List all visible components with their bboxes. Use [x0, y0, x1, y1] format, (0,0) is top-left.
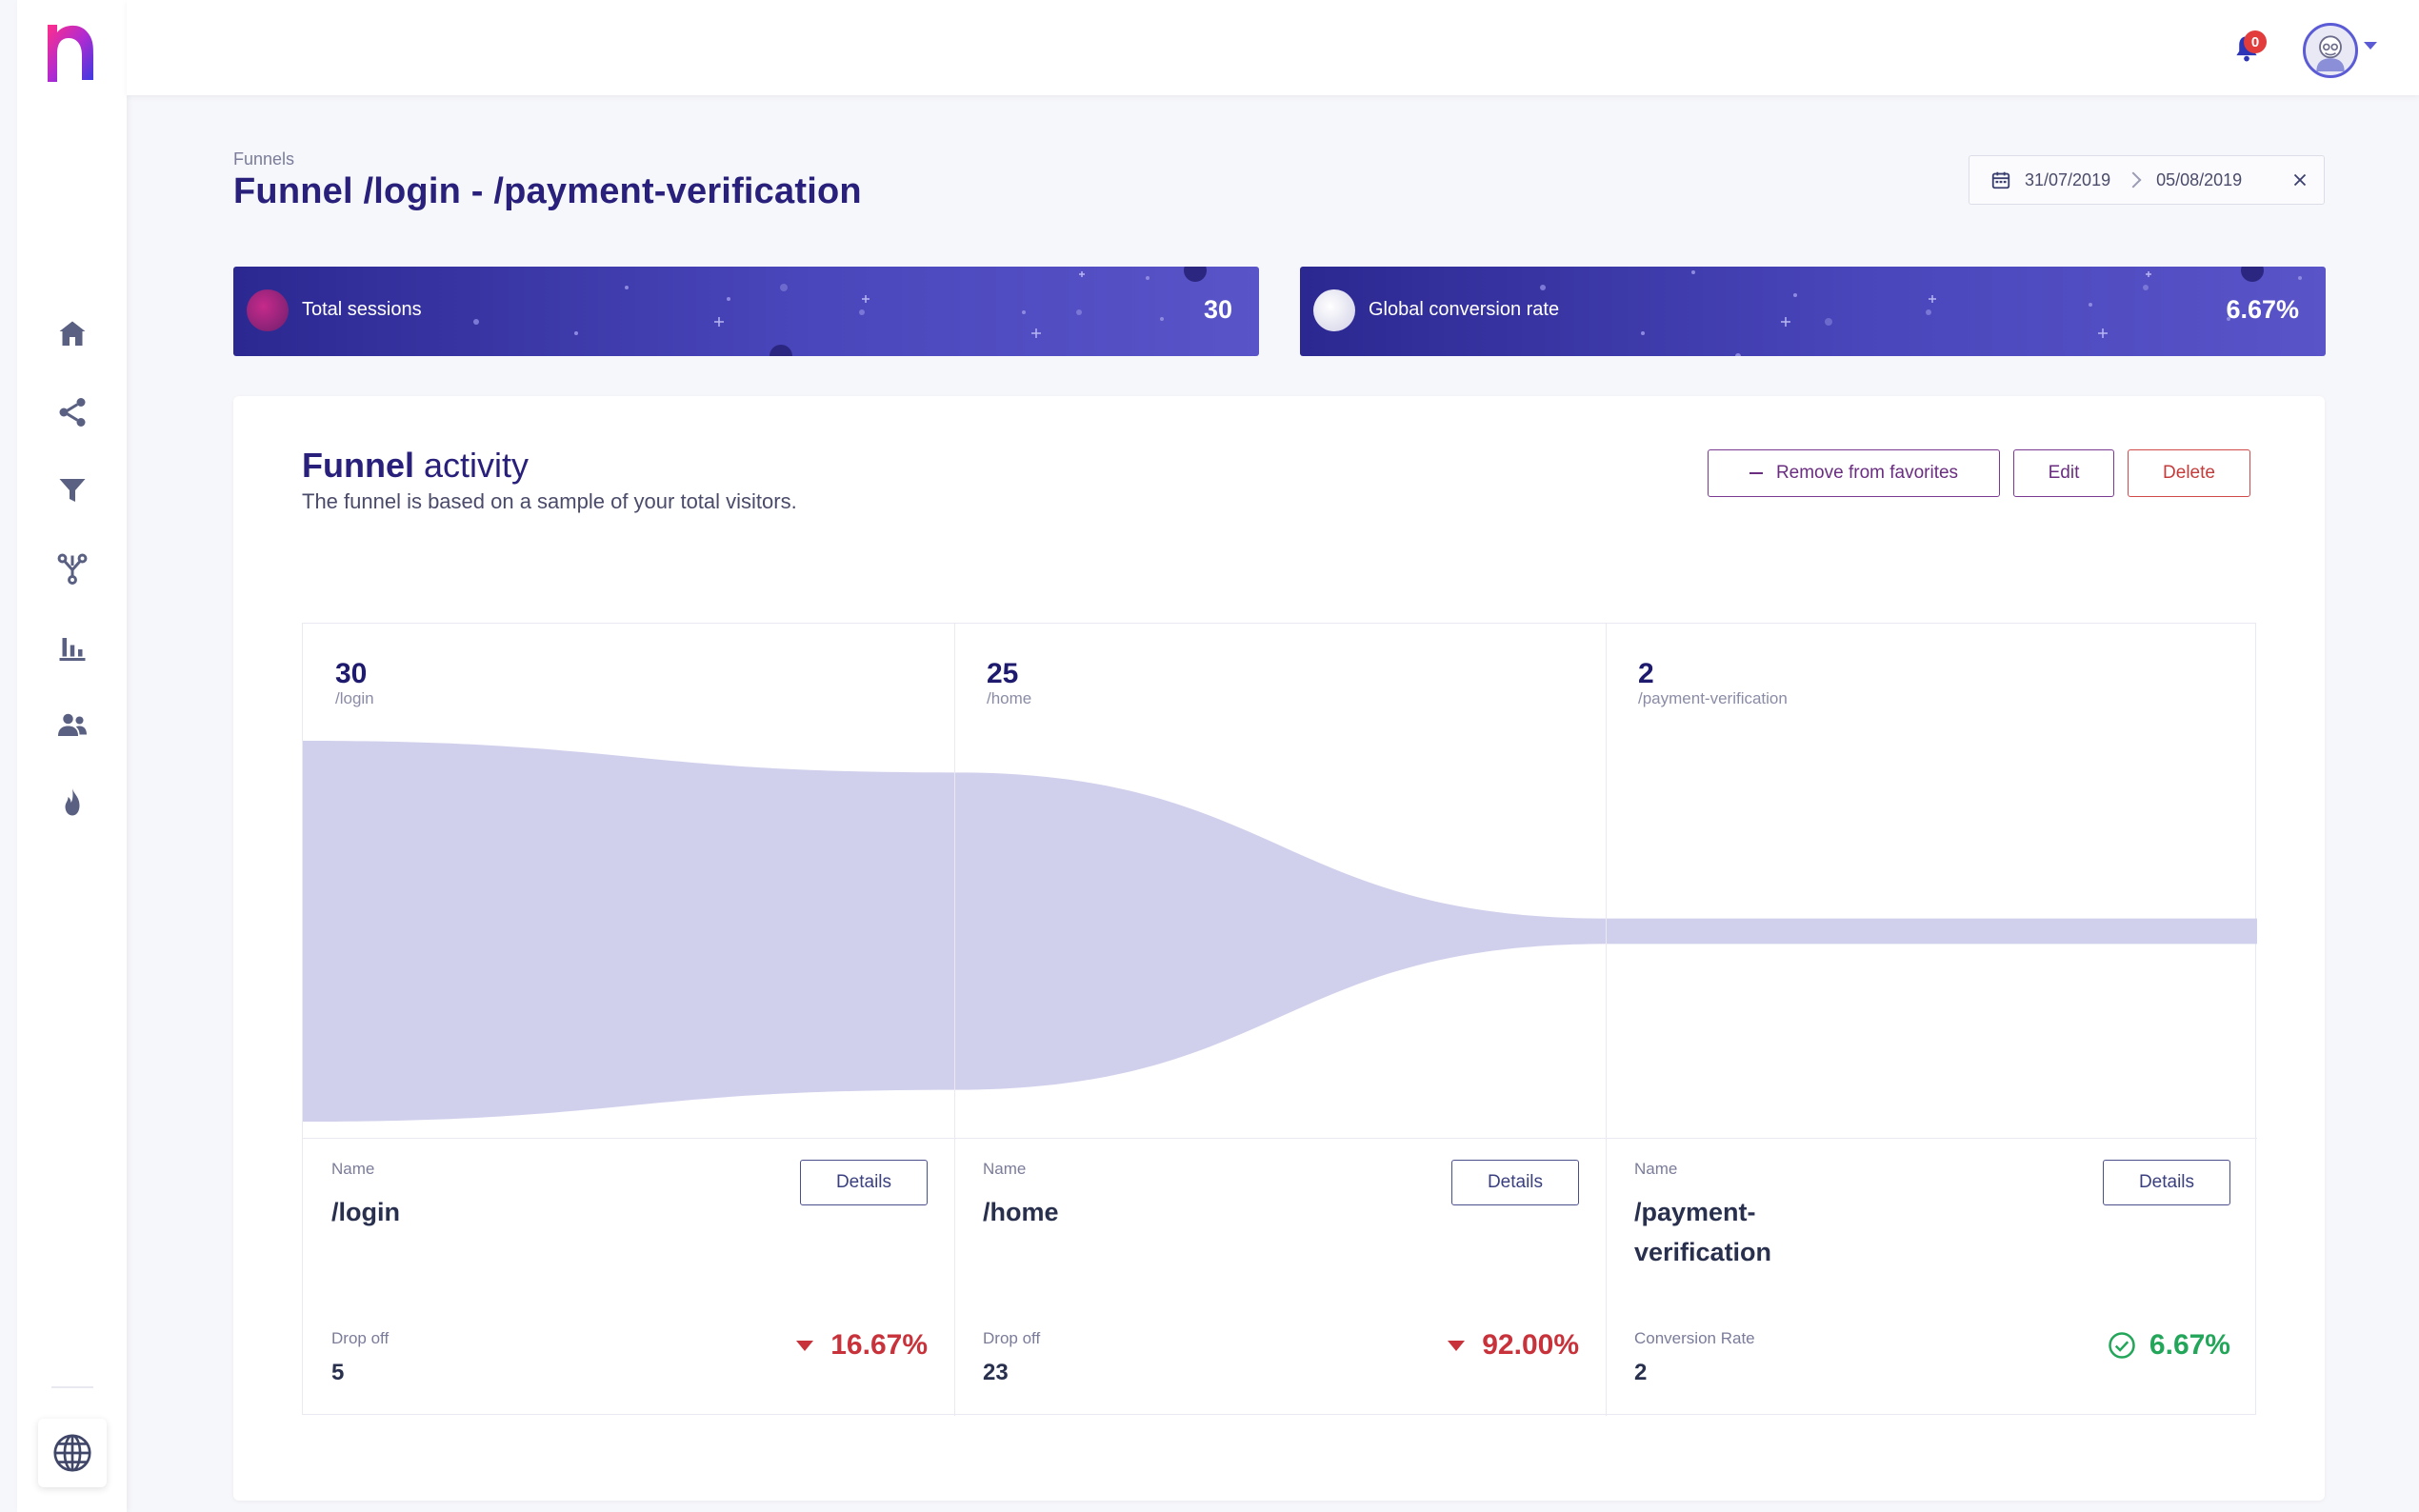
funnel-segment-login [303, 741, 954, 1122]
delete-button[interactable]: Delete [2128, 449, 2250, 497]
stat-value: 30 [1203, 295, 1232, 324]
date-range-picker[interactable]: 31/07/2019 05/08/2019 [1969, 155, 2325, 205]
step-count: 2 [1638, 658, 1654, 689]
conversion-percent: 6.67% [2108, 1329, 2230, 1362]
minus-icon [1749, 472, 1763, 474]
bar-chart-icon [59, 638, 86, 661]
funnel-segment-payment-verification [1606, 918, 2257, 945]
name-label: Name [331, 1160, 375, 1178]
sidebar-item-home[interactable] [50, 312, 94, 356]
language-button[interactable] [38, 1419, 107, 1487]
name-label: Name [983, 1160, 1027, 1178]
percent-value: 92.00% [1482, 1329, 1579, 1361]
notification-badge: 0 [2244, 30, 2267, 53]
funnel-flow-svg [303, 741, 2257, 1122]
edit-button[interactable]: Edit [2013, 449, 2114, 497]
step-path: /payment-verification [1638, 689, 1788, 707]
percent-value: 16.67% [830, 1329, 928, 1361]
breadcrumb[interactable]: Funnels [233, 149, 295, 169]
sidebar-item-users[interactable] [50, 703, 94, 746]
user-menu-caret-icon[interactable] [2364, 42, 2377, 50]
funnel-step-header: 30 /login [335, 658, 374, 707]
step-path: /login [335, 689, 374, 707]
conversion-value: 2 [1634, 1360, 1648, 1385]
drop-off-label: Drop off [983, 1329, 1041, 1347]
stat-label: Global conversion rate [1369, 299, 1560, 320]
funnel-segment-home [954, 772, 1606, 1090]
drop-off-label: Drop off [331, 1329, 390, 1347]
filter-icon [59, 479, 86, 502]
calendar-icon [1991, 171, 2010, 189]
panel-title-light: activity [424, 446, 530, 485]
details-button[interactable]: Details [2103, 1160, 2230, 1205]
avatar-face-icon [2316, 35, 2345, 71]
date-start[interactable]: 31/07/2019 [2025, 169, 2111, 189]
date-arrow-icon [2125, 171, 2142, 189]
drop-off-percent: 92.00% [1448, 1329, 1579, 1362]
branch-icon [57, 553, 88, 585]
stat-card-global-conversion: Global conversion rate 6.67% [1300, 267, 2326, 356]
globe-icon [53, 1434, 91, 1472]
remove-from-favorites-button[interactable]: Remove from favorites [1708, 449, 2000, 497]
app-logo[interactable] [44, 21, 101, 86]
stat-value: 6.67% [2226, 295, 2299, 324]
funnel-activity-panel: Funnel activity The funnel is based on a… [233, 396, 2325, 1501]
sidebar-item-heatmaps[interactable] [50, 781, 94, 825]
sidebar-item-flows[interactable] [50, 547, 94, 590]
drop-off-value: 23 [983, 1360, 1009, 1385]
step-count: 30 [335, 658, 368, 689]
home-icon [59, 321, 86, 346]
column-divider [1606, 624, 1607, 1416]
sidebar-item-share[interactable] [50, 390, 94, 434]
stars-background [1540, 267, 2302, 356]
planet-icon [247, 289, 289, 331]
top-bar [127, 0, 2419, 95]
conversion-rate-label: Conversion Rate [1634, 1329, 1755, 1347]
users-icon [58, 713, 87, 736]
step-count: 25 [987, 658, 1019, 689]
funnel-step-header: 2 /payment-verification [1638, 658, 1788, 707]
remove-from-favorites-label: Remove from favorites [1775, 463, 1959, 483]
flame-icon [65, 788, 80, 816]
stat-label: Total sessions [302, 299, 422, 320]
step-name: /payment-verification [1634, 1198, 1772, 1266]
share-icon [59, 398, 86, 427]
stars-background [473, 267, 1207, 356]
details-button[interactable]: Details [1451, 1160, 1579, 1205]
funnel-step-details: Name /home Details Drop off 23 92.00% [954, 1138, 1606, 1416]
funnel-step-details: Name /payment-verification Details Conve… [1606, 1138, 2257, 1416]
panel-subtitle: The funnel is based on a sample of your … [302, 489, 797, 513]
caret-down-icon [1448, 1340, 1466, 1351]
sidebar-item-funnels[interactable] [50, 468, 94, 512]
funnel-step-details: Name /login Details Drop off 5 16.67% [303, 1138, 954, 1416]
moon-icon [1313, 289, 1355, 331]
caret-down-icon [796, 1340, 814, 1351]
step-name: /login [331, 1198, 400, 1226]
funnel-chart: 30 /login 25 /home 2 /payment-verificati… [302, 623, 2257, 1416]
date-end[interactable]: 05/08/2019 [2156, 169, 2243, 189]
check-circle-icon [2109, 1332, 2135, 1359]
sidebar-divider [51, 1386, 93, 1388]
sidebar [17, 0, 127, 1512]
panel-title: Funnel activity [302, 446, 529, 486]
panel-title-bold: Funnel [302, 446, 414, 485]
percent-value: 6.67% [2149, 1329, 2230, 1361]
details-button[interactable]: Details [800, 1160, 928, 1205]
name-label: Name [1634, 1160, 1678, 1178]
funnel-step-header: 25 /home [987, 658, 1031, 707]
step-path: /home [987, 689, 1032, 707]
user-avatar[interactable] [2303, 23, 2358, 78]
drop-off-percent: 16.67% [796, 1329, 928, 1362]
column-divider [954, 624, 955, 1416]
step-name: /home [983, 1198, 1059, 1226]
stat-card-total-sessions: Total sessions 30 [233, 267, 1259, 356]
sidebar-item-statistics[interactable] [50, 625, 94, 668]
drop-off-value: 5 [331, 1360, 345, 1385]
page-title: Funnel /login - /payment-verification [233, 171, 862, 211]
close-icon[interactable] [2289, 169, 2310, 190]
